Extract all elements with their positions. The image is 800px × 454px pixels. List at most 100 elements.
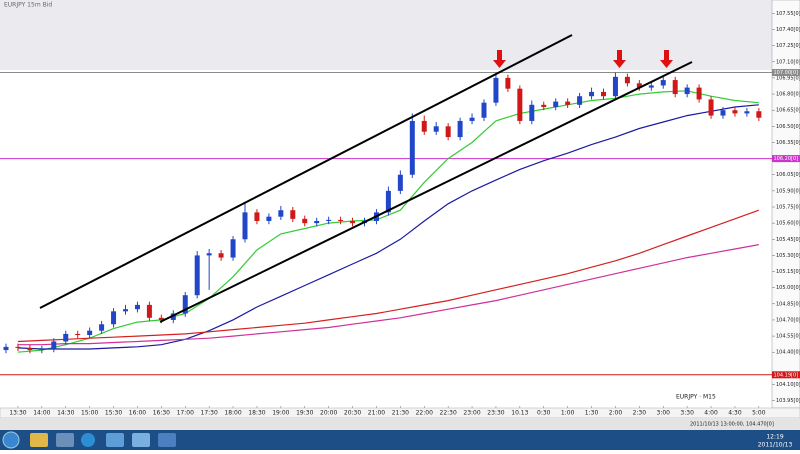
level-label: 106.20[0]	[774, 156, 799, 162]
upper-zone	[0, 0, 772, 70]
y-tick-label: 105.30[0]	[776, 253, 800, 259]
x-tick-label: 15:30	[105, 410, 122, 417]
candle-body	[75, 333, 81, 336]
candle-body	[433, 126, 439, 132]
trend-line	[39, 34, 573, 309]
x-tick-label: 18:30	[248, 410, 265, 417]
candle-body	[565, 101, 571, 105]
x-tick-label: 17:00	[177, 410, 194, 417]
moving-average	[17, 244, 759, 346]
candle-body	[385, 190, 391, 213]
x-tick-label: 2:00	[609, 410, 623, 417]
x-tick-label: 16:00	[129, 410, 146, 417]
y-tick-label: 106.05[0]	[776, 172, 800, 178]
x-tick-label: 17:30	[201, 410, 218, 417]
y-tick-label: 107.55[0]	[776, 11, 800, 17]
candle-body	[696, 87, 702, 100]
y-tick-label: 106.95[0]	[776, 75, 800, 81]
y-tick-label: 104.55[0]	[776, 334, 800, 340]
app-icon[interactable]	[56, 433, 74, 447]
y-tick-label: 106.65[0]	[776, 108, 800, 114]
app-icon[interactable]	[106, 433, 124, 447]
candle-body	[601, 91, 606, 97]
candle-body	[445, 126, 451, 138]
x-tick-label: 23:00	[463, 410, 480, 417]
x-tick-label: 23:30	[487, 410, 504, 417]
x-tick-label: 4:00	[704, 410, 718, 417]
x-tick-label: 19:30	[296, 410, 313, 417]
x-tick-label: 4:30	[728, 410, 742, 417]
app-icon[interactable]	[30, 433, 48, 447]
candle-body	[457, 120, 463, 138]
app-icon[interactable]	[158, 433, 176, 447]
candle-body	[87, 330, 93, 336]
taskbar-icons	[30, 433, 176, 447]
candle-body	[302, 218, 308, 224]
candle-body	[636, 83, 642, 88]
x-tick-label: 3:00	[657, 410, 671, 417]
candle-body	[708, 99, 714, 116]
candle-body	[589, 91, 595, 97]
candle-body	[39, 348, 45, 351]
candle-body	[469, 117, 475, 121]
x-tick-label: 21:30	[392, 410, 409, 417]
candle-body	[63, 333, 69, 342]
x-tick-label: 16:30	[153, 410, 170, 417]
candle-body	[218, 253, 224, 258]
candle-body	[254, 212, 260, 221]
y-tick-label: 104.70[0]	[776, 317, 800, 323]
candle-body	[756, 111, 762, 118]
symbol-label: EURJPY 15m Bid	[4, 2, 52, 9]
candle-body	[314, 220, 320, 224]
candle-body	[290, 210, 296, 219]
candle-body	[624, 76, 630, 84]
x-tick-label: 22:00	[416, 410, 433, 417]
candle-body	[326, 219, 332, 221]
app-icon[interactable]	[132, 433, 150, 447]
app-icon[interactable]	[81, 433, 95, 447]
clock-date: 2011/10/13	[758, 442, 793, 449]
candle-body	[660, 80, 666, 86]
y-tick-label: 104.85[0]	[776, 301, 800, 307]
candle-body	[577, 96, 583, 105]
candle-body	[111, 311, 117, 325]
level-tag	[772, 155, 800, 163]
candle-body	[350, 220, 356, 224]
candle-body	[182, 295, 188, 314]
y-tick-label: 105.75[0]	[776, 205, 800, 211]
candle-body	[134, 304, 140, 310]
x-tick-label: 22:30	[440, 410, 457, 417]
level-label: 104.19[0]	[774, 372, 799, 378]
x-tick-label: 1:00	[561, 410, 575, 417]
candle-body	[338, 219, 344, 221]
candle-body	[409, 120, 415, 175]
candle-body	[553, 101, 559, 107]
candle-body	[732, 110, 738, 114]
info: 2011/10/13 13:00:00, 104.470[0]	[690, 422, 774, 428]
candle-body	[230, 239, 236, 258]
level-label: 107.00[0]	[774, 70, 799, 76]
start-button[interactable]	[2, 431, 20, 449]
x-tick-label: 20:30	[344, 410, 361, 417]
candle-body	[493, 77, 499, 103]
candle-body	[158, 317, 164, 320]
x-tick-label: 2:30	[633, 410, 647, 417]
arrows	[493, 50, 673, 68]
y-tick-label: 105.90[0]	[776, 188, 800, 194]
clock-time: 12:19	[766, 434, 783, 441]
y-tick-label: 107.25[0]	[776, 43, 800, 49]
candle-body	[27, 347, 33, 351]
x-tick-label: 0:30	[537, 410, 551, 417]
x-tick-label: 18:00	[224, 410, 241, 417]
plot-area	[0, 70, 772, 408]
candle-body	[206, 253, 212, 256]
arrow	[493, 50, 506, 68]
y-tick-label: 106.50[0]	[776, 124, 800, 130]
y-tick-label: 103.95[0]	[776, 398, 800, 404]
moving-average	[17, 209, 760, 343]
candle-body	[684, 87, 690, 95]
candle-body	[123, 309, 128, 312]
x-tick-label: 1:30	[585, 410, 599, 417]
candle-body	[505, 77, 511, 89]
candle-body	[194, 255, 200, 296]
